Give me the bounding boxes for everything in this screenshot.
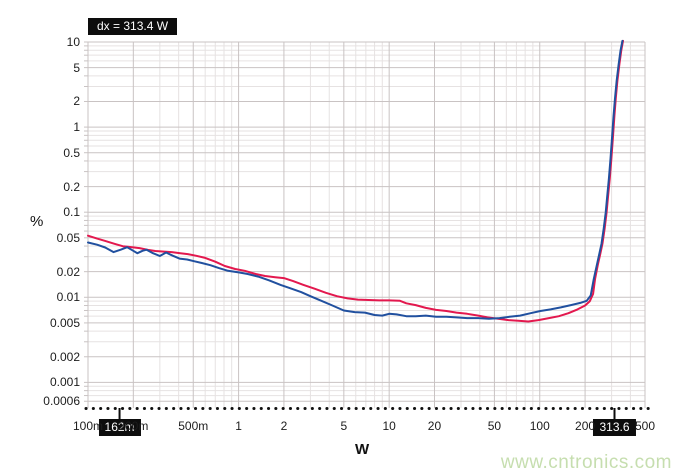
- x-tick-label: 20: [427, 419, 442, 433]
- y-tick-label: 0.2: [63, 179, 80, 194]
- x-tick-label: 500m: [178, 419, 209, 433]
- y-tick-label: 5: [73, 60, 80, 75]
- watermark-text: www.cntronics.com: [500, 452, 672, 473]
- x-tick-label: 500: [634, 419, 656, 433]
- x-tick-label: 50: [487, 419, 502, 433]
- y-tick-label: 0.1: [63, 205, 80, 220]
- x-tick-label: 200: [575, 419, 596, 433]
- y-tick-label: 0.002: [49, 349, 80, 364]
- x-tick-label: 100m: [72, 419, 104, 433]
- cursor-handle-low[interactable]: 162m: [98, 419, 141, 436]
- x-tick-label: 2: [280, 419, 288, 433]
- x-tick-label: 1: [235, 419, 242, 433]
- y-tick-label: 0.5: [63, 145, 80, 160]
- y-tick-label: 0.05: [56, 230, 80, 245]
- x-tick-label: 200m: [118, 419, 149, 433]
- y-axis-unit-label: %: [30, 213, 44, 230]
- y-tick-label: 1: [73, 120, 80, 135]
- y-tick-label: 0.0006: [43, 394, 80, 409]
- cursor-delta-readout: dx = 313.4 W: [88, 18, 178, 35]
- x-tick-label: 100: [529, 419, 550, 433]
- y-tick-label: 0.001: [49, 375, 80, 390]
- x-axis-title: W: [355, 441, 370, 458]
- y-tick-label: 10: [66, 35, 80, 49]
- y-tick-label: 0.02: [56, 264, 80, 279]
- cursor-handle-high[interactable]: 313.6: [593, 419, 636, 436]
- y-tick-label: 0.01: [56, 290, 80, 305]
- y-tick-label: 0.005: [49, 315, 80, 330]
- y-tick-label: 2: [73, 94, 80, 109]
- blue-trace: [87, 39, 624, 320]
- x-tick-label: 10: [382, 419, 396, 433]
- x-tick-label: 5: [340, 419, 348, 433]
